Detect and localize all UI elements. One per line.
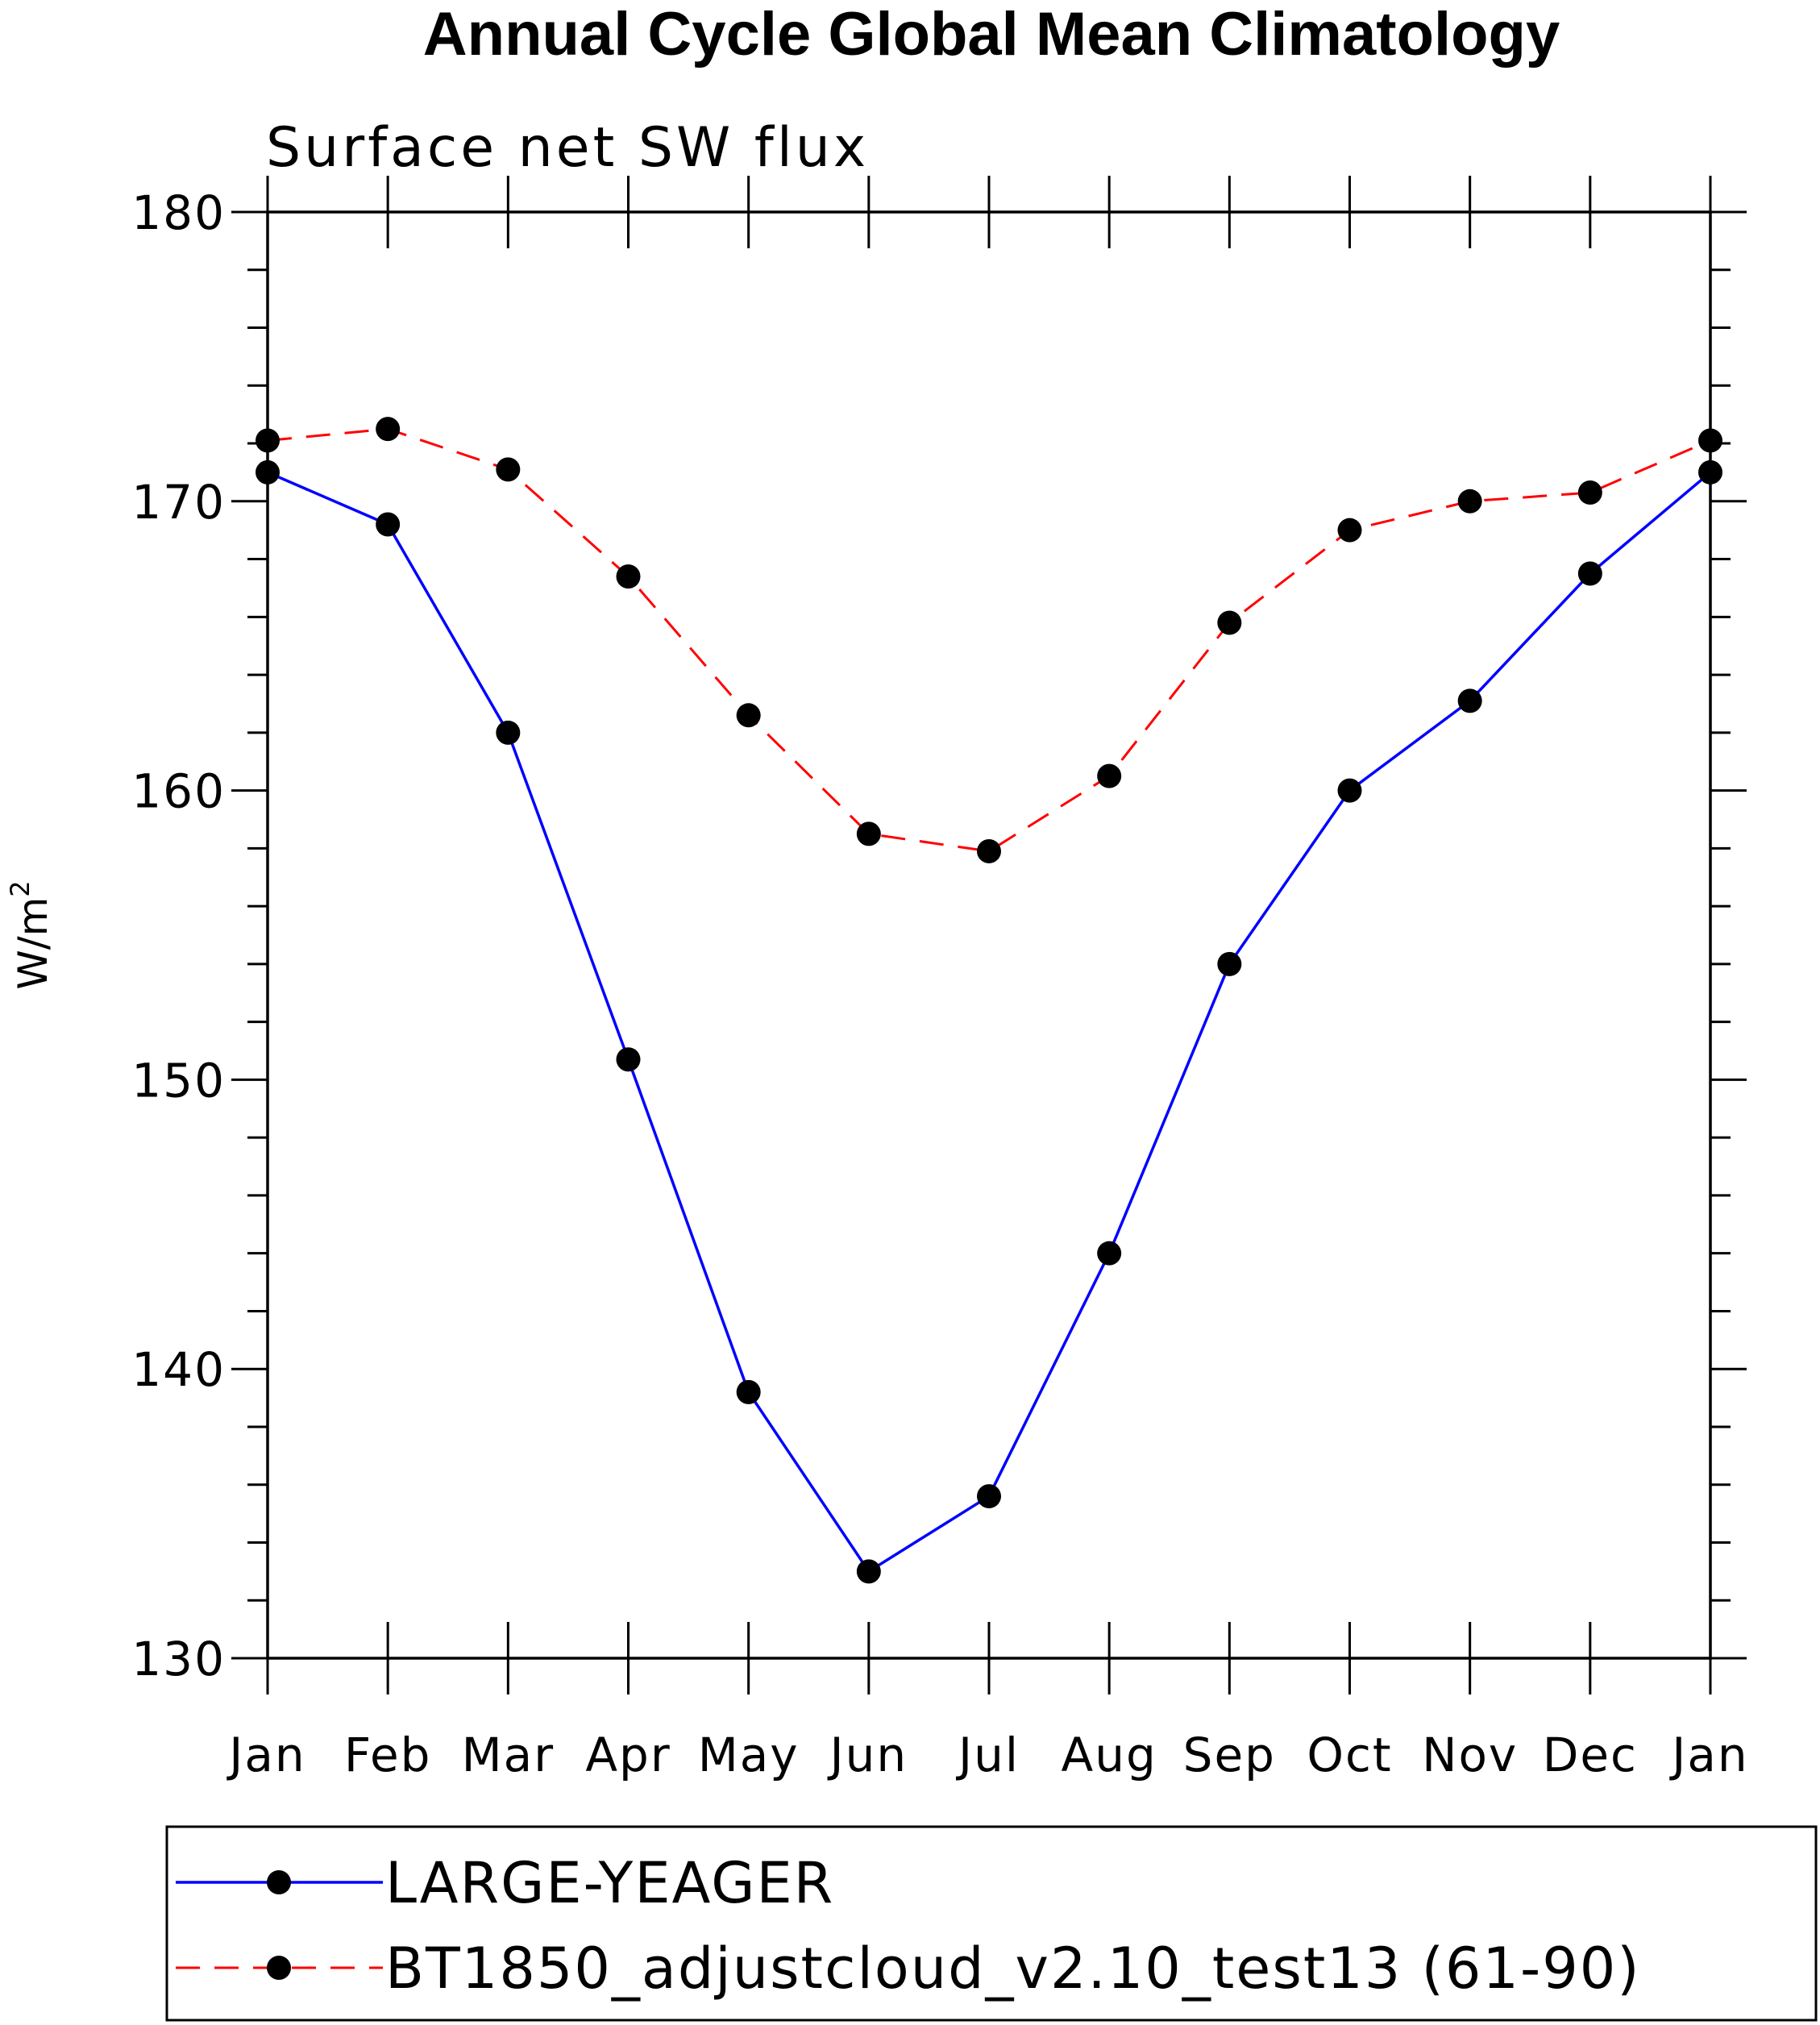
series-line-0 — [267, 471, 1712, 1574]
data-point-s0-10 — [1457, 688, 1482, 713]
x-tick-label: Oct — [1307, 1728, 1392, 1782]
chart-title: Annual Cycle Global Mean Climatology — [423, 0, 1560, 69]
axes: 130 140 150 160 170 180 Jan Feb Mar Apr May Jun Jul A… — [131, 176, 1748, 1782]
data-point-s0-2 — [496, 720, 521, 745]
data-point-s1-6 — [977, 838, 1001, 863]
data-point-s0-4 — [736, 1379, 761, 1404]
data-point-s1-2 — [496, 457, 521, 482]
data-point-s0-11 — [1577, 561, 1602, 586]
y-axis-label: W/m2 — [5, 880, 56, 989]
data-point-s0-6 — [977, 1484, 1001, 1509]
x-tick-label: Nov — [1422, 1728, 1518, 1782]
x-tick-label: Feb — [344, 1728, 432, 1782]
x-tick-label: Jan — [1669, 1728, 1748, 1782]
data-point-s1-1 — [376, 417, 401, 442]
y-tick-label: 130 — [131, 1632, 226, 1686]
data-point-s1-3 — [616, 564, 641, 589]
data-point-s1-12 — [1698, 428, 1722, 453]
legend-label-bt1850: BT1850_adjustcloud_v2.10_test13 (61-90) — [385, 1936, 1641, 2002]
data-point-s0-7 — [1097, 1241, 1122, 1266]
x-tick-label: Jun — [828, 1728, 908, 1782]
data-point-s1-10 — [1457, 489, 1482, 514]
series-line-1 — [267, 427, 1711, 853]
data-point-s0-1 — [376, 512, 401, 537]
y-tick-label: 160 — [131, 764, 226, 819]
data-point-s0-9 — [1337, 778, 1362, 803]
data-point-s1-5 — [856, 821, 881, 846]
data-point-s1-9 — [1337, 518, 1362, 543]
legend-label-large-yeager: LARGE-YEAGER — [385, 1850, 834, 1916]
chart-subtitle: Surface net SW flux — [266, 116, 869, 180]
data-point-s1-0 — [256, 428, 280, 453]
data-point-s1-7 — [1097, 763, 1122, 788]
x-tick-label: Apr — [585, 1728, 671, 1782]
x-tick-label: Jan — [226, 1728, 305, 1782]
plot-frame — [266, 210, 1712, 1660]
data-point-s1-11 — [1577, 480, 1602, 505]
data-point-s1-4 — [736, 703, 761, 728]
series-layer — [256, 417, 1722, 1584]
legend-marker-bt1850 — [267, 1956, 291, 1980]
data-point-s0-3 — [616, 1047, 641, 1072]
x-tick-label: May — [698, 1728, 800, 1782]
data-point-s0-0 — [256, 459, 280, 484]
y-tick-label: 180 — [131, 185, 226, 240]
x-tick-label: Sep — [1183, 1728, 1276, 1782]
data-point-s1-8 — [1217, 610, 1242, 635]
legend-marker-large-yeager — [267, 1870, 291, 1894]
data-point-s0-8 — [1217, 951, 1242, 976]
x-tick-label: Mar — [462, 1728, 555, 1782]
y-tick-label: 150 — [131, 1053, 226, 1108]
data-point-s0-5 — [856, 1559, 881, 1584]
data-point-s0-12 — [1698, 459, 1722, 484]
legend: LARGE-YEAGER BT1850_adjustcloud_v2.10_te… — [165, 1825, 1818, 2022]
y-tick-label: 140 — [131, 1342, 226, 1397]
legend-box — [165, 1825, 1818, 2022]
x-tick-label: Jul — [956, 1728, 1020, 1782]
x-tick-label: Aug — [1062, 1728, 1157, 1782]
x-tick-label: Dec — [1543, 1728, 1638, 1782]
y-tick-label: 170 — [131, 475, 226, 530]
